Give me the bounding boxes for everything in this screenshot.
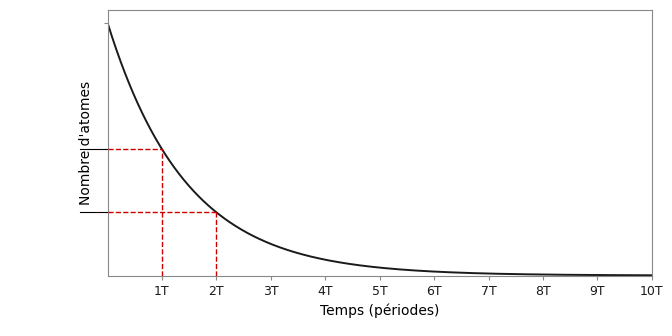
X-axis label: Temps (périodes): Temps (périodes) xyxy=(320,303,439,318)
Y-axis label: Nombre d'atomes: Nombre d'atomes xyxy=(79,81,93,205)
